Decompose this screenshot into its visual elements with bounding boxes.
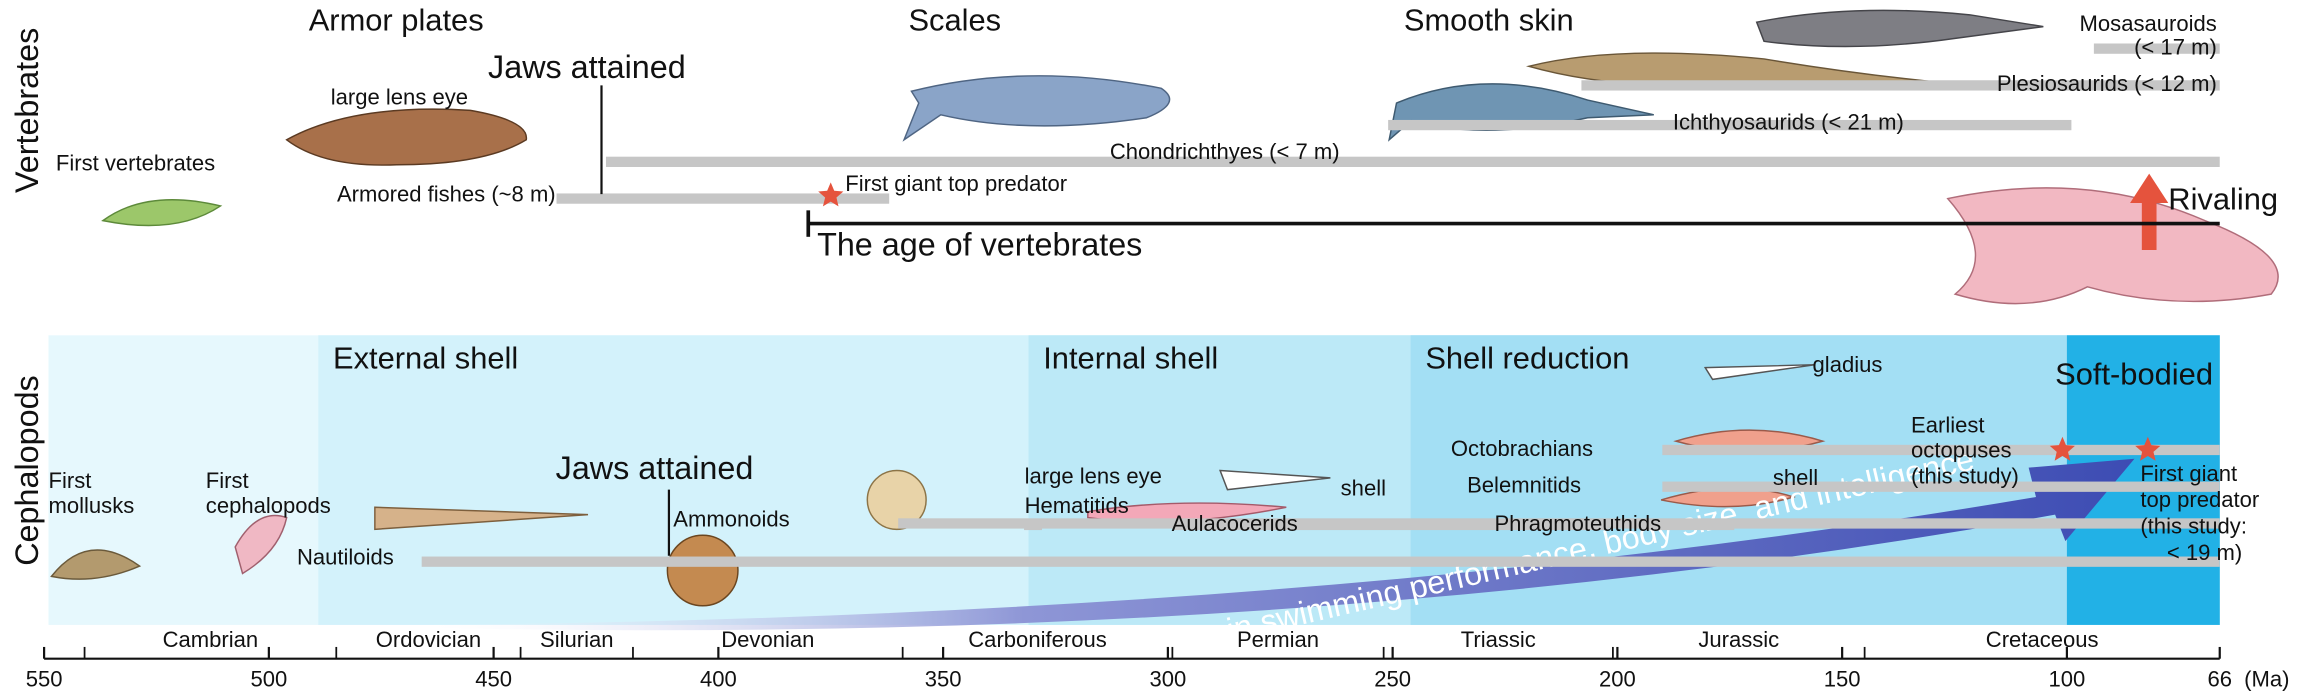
axis-tick-label: 500 [250,667,287,692]
stage-label: Soft-bodied [2055,357,2213,392]
taxon-label: Phragmoteuthids [1494,511,1661,536]
age-label: The age of vertebrates [817,227,1142,263]
anatomy-label: gladius [1813,352,1883,377]
period-label: Ordovician [376,627,481,652]
anatomy-label: shell [1773,465,1818,490]
period-label: Jurassic [1698,627,1779,652]
range-bar [1581,80,2220,91]
predator-label: (this study: [2140,514,2247,539]
anatomy-label: large lens eye [1025,464,1162,489]
shell-art [1219,469,1331,491]
taxon-note: First [206,468,249,493]
taxon-label: Chondrichthyes (< 7 m) [1110,139,1340,164]
axis-tick-label: 250 [1374,667,1411,692]
taxon-note: cephalopods [206,493,331,518]
period-label: Cambrian [163,627,259,652]
marks: The age of vertebrates 550 500 450 400 350 300… [26,85,2232,692]
mosasaur-art [1755,9,2044,48]
stage-label: Internal shell [1043,340,1218,375]
axis-tick-label: 350 [925,667,962,692]
stage-label: External shell [333,340,518,375]
axis-tick-label: 100 [2049,667,2086,692]
predator-label: top predator [2140,487,2259,512]
ichthyosaur-art [1388,83,1654,142]
range-bar [1662,444,2220,456]
taxon-note: mollusks [49,493,135,518]
octopus-label: Earliest [1911,412,1985,437]
axis-tick-label: 400 [700,667,737,692]
range-bar [421,556,2220,567]
jaws-label: Jaws attained [556,450,754,486]
taxon-label: Belemnitids [1467,473,1581,498]
stage-labels: External shell Internal shell Shell reduct… [333,340,2213,391]
period-label: Silurian [540,627,614,652]
octopus-label: (this study) [1911,464,2019,489]
early-cephalopod-art [234,514,288,575]
mollusk-art [50,549,142,580]
range-bar [2093,43,2220,54]
range-bar [1172,519,1609,531]
anatomy-label: shell [1341,475,1386,500]
range-bar [1024,519,1043,531]
taxon-label: Hematitids [1025,493,1129,518]
period-label: Cretaceous [1986,627,2099,652]
axis-tick-label: 300 [1149,667,1186,692]
taxon-label: Mosasauroids [2080,11,2217,36]
axis-tick-label: 150 [1824,667,1861,692]
range-bar [605,156,2220,167]
octopus-label: octopuses [1911,437,2012,462]
taxon-label: Aulacocerids [1172,511,1298,536]
taxon-label: Armored fishes (~8 m) [337,181,556,206]
axis-tick-label: 66 [2207,667,2232,692]
taxon-label: Ichthyosaurids (< 21 m) [1673,109,1904,134]
predator-label: First giant top predator [845,171,1067,196]
period-label: Triassic [1461,627,1536,652]
predator-label: First giant [2140,461,2237,486]
stage-label: Shell reduction [1425,340,1629,375]
star [2049,436,2075,461]
axis-tick-label: 450 [475,667,512,692]
first-vertebrate-art [101,198,223,227]
range-bar [1662,481,2220,492]
gladius-art [1703,363,1816,381]
taxon-label: Ammonoids [673,506,789,531]
taxon-note: First vertebrates [56,151,215,176]
taxon-label: Octobrachians [1451,436,1593,461]
trend-arrow [426,458,2135,631]
taxon-note: First [49,468,92,493]
shark-art [902,75,1171,142]
jaws-label: Jaws attained [488,49,686,85]
giant-octopus-art [1946,187,2279,305]
taxon-label: Plesiosaurids (< 12 m) [1997,71,2217,96]
axis-tick-label: 200 [1599,667,1636,692]
taxon-label: Nautiloids [297,545,394,570]
rivaling-label: Rivaling [2168,182,2278,217]
orthocone-art [374,506,589,531]
range-bars [421,43,2220,567]
anatomy-label: large lens eye [331,84,468,109]
side-label: Cephalopods [9,375,45,566]
axis-unit: (Ma) [2244,667,2289,692]
armored-fish-art [285,108,528,166]
range-bar [556,193,890,204]
range-bar [1388,119,2072,131]
star [2135,436,2161,461]
rivaling-arrow [2130,173,2169,251]
stage-label: Smooth skin [1404,2,1574,37]
ammonoid-art [866,469,927,531]
star [818,182,844,207]
predator-label: < 19 m) [2167,540,2242,565]
stage-label: Armor plates [309,2,484,37]
period-label: Devonian [721,627,814,652]
period-label: Permian [1237,627,1319,652]
nautiloid-art [666,534,739,607]
range-bar [1639,519,1735,531]
period-label: Carboniferous [968,627,1106,652]
side-label: Vertebrates [9,28,45,193]
stage-label: Scales [908,2,1001,37]
taxon-label: (< 17 m) [2134,34,2217,59]
axis-tick-label: 550 [26,667,63,692]
